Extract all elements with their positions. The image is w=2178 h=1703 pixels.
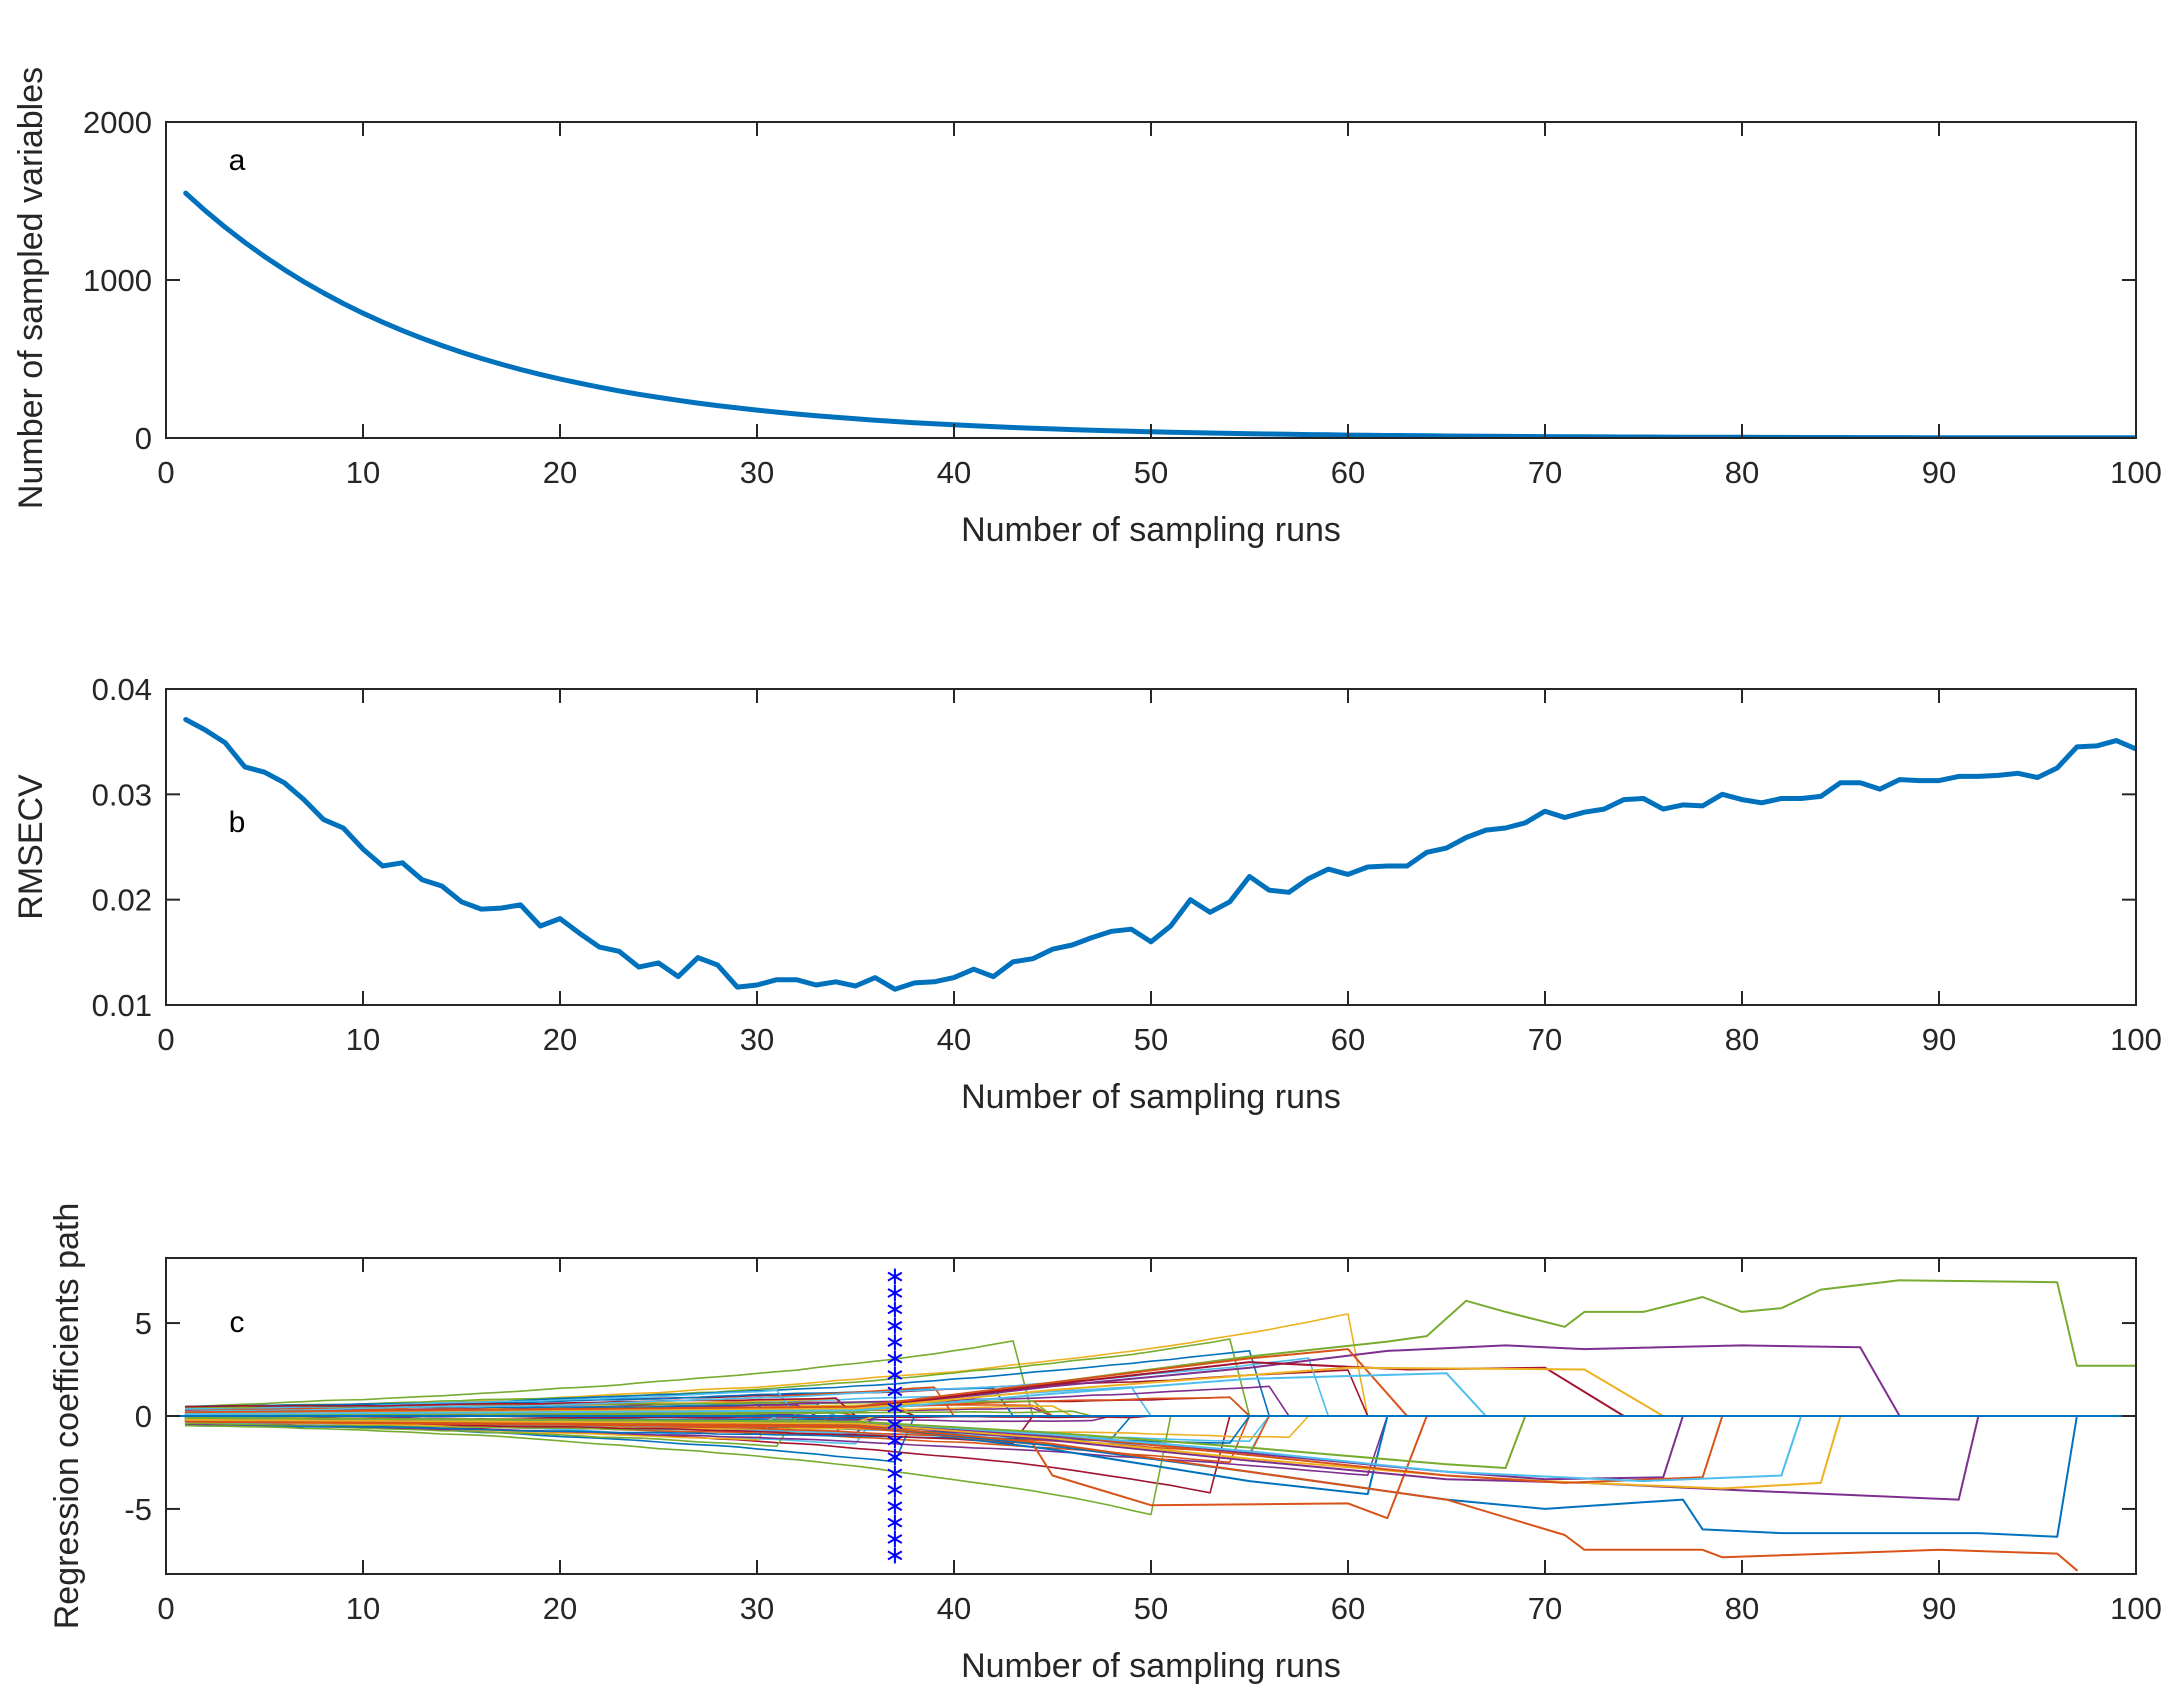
x-tick-label: 60	[1331, 1591, 1365, 1626]
asterisk-marker	[887, 1317, 903, 1334]
series-line-rmsecv	[183, 717, 2136, 992]
y-tick-label: 0	[135, 1399, 152, 1434]
x-tick-label: 80	[1725, 455, 1759, 490]
panel-c: 0 10 20 30 40 50 60 70 80 90 100 -5 0 5 Number of samp…	[48, 1203, 2162, 1685]
asterisk-marker	[887, 1366, 903, 1383]
coef-path-bg-5	[184, 1340, 2136, 1417]
panel-label: b	[229, 806, 246, 839]
coef-path-10	[184, 1420, 2078, 1572]
x-tick-label: 50	[1134, 1022, 1168, 1057]
panel-label: a	[229, 144, 246, 177]
x-tick-label: 60	[1331, 455, 1365, 490]
y-tick-label: 0.02	[92, 883, 152, 918]
asterisk-marker	[887, 1498, 903, 1515]
y-tick-label: -5	[124, 1492, 152, 1527]
y-axis-label: RMSECV	[12, 774, 50, 920]
coef-path-bg-54	[184, 1415, 2136, 1516]
coef-path-bg-3	[184, 1313, 2136, 1417]
x-tick-label: 40	[937, 455, 971, 490]
y-tick-label: 0.04	[92, 672, 152, 707]
x-tick-label: 50	[1134, 1591, 1168, 1626]
x-tick-label: 90	[1922, 455, 1956, 490]
coef-path-bg-47	[184, 1410, 2136, 1417]
coef-path-1	[184, 1279, 2136, 1416]
y-tick-label: 0.03	[92, 777, 152, 812]
x-tick-label: 70	[1528, 455, 1562, 490]
axes-box	[165, 121, 2137, 439]
x-tick-label: 80	[1725, 1022, 1759, 1057]
x-tick-label: 20	[543, 1591, 577, 1626]
asterisk-marker	[887, 1284, 903, 1301]
x-tick-label: 40	[937, 1022, 971, 1057]
x-tick-label: 30	[740, 455, 774, 490]
asterisk-marker	[887, 1531, 903, 1548]
y-tick-label: 0.01	[92, 988, 152, 1023]
asterisk-marker	[887, 1301, 903, 1318]
coef-path-9	[184, 1415, 2136, 1538]
x-tick-label: 90	[1922, 1591, 1956, 1626]
asterisk-marker	[887, 1449, 903, 1466]
asterisk-marker	[887, 1268, 903, 1285]
asterisk-marker	[887, 1514, 903, 1531]
y-tick-label: 2000	[83, 105, 152, 140]
x-tick-label: 40	[937, 1591, 971, 1626]
x-tick-label: 10	[346, 1022, 380, 1057]
x-tick-label: 60	[1331, 1022, 1365, 1057]
asterisk-marker	[887, 1465, 903, 1482]
y-axis-label: Number of sampled variables	[12, 67, 50, 509]
asterisk-marker	[887, 1350, 903, 1367]
asterisk-marker	[887, 1399, 903, 1416]
coef-path-bg-49	[184, 1397, 2136, 1417]
x-tick-label: 100	[2110, 1591, 2162, 1626]
x-tick-label: 10	[346, 1591, 380, 1626]
axes-box	[165, 688, 2137, 1006]
x-axis-label: Number of sampling runs	[961, 511, 1341, 549]
panel-label: c	[230, 1306, 245, 1339]
x-tick-label: 50	[1134, 455, 1168, 490]
y-tick-label: 1000	[83, 263, 152, 298]
x-axis-label: Number of sampling runs	[961, 1647, 1341, 1685]
coef-path-16	[184, 1415, 2136, 1469]
asterisk-marker	[887, 1481, 903, 1498]
asterisk-marker	[887, 1383, 903, 1400]
asterisk-marker	[887, 1334, 903, 1351]
coef-path-8	[184, 1415, 2136, 1520]
x-tick-label: 70	[1528, 1022, 1562, 1057]
plot-area	[183, 717, 2136, 992]
panel-b: 0 10 20 30 40 50 60 70 80 90 100 0.01 0.02 0.03 0.04 Nu…	[12, 672, 2162, 1116]
x-tick-label: 20	[543, 455, 577, 490]
x-axis-label: Number of sampling runs	[961, 1078, 1341, 1116]
asterisk-marker	[887, 1547, 903, 1564]
y-tick-label: 0	[135, 421, 152, 456]
x-tick-label: 0	[157, 455, 174, 490]
x-tick-label: 90	[1922, 1022, 1956, 1057]
coef-path-2	[184, 1344, 2136, 1417]
x-tick-label: 10	[346, 455, 380, 490]
x-tick-label: 100	[2110, 455, 2162, 490]
y-axis-label: Regression coefficients path	[48, 1203, 86, 1630]
plot-area	[166, 1279, 2136, 1572]
x-tick-label: 0	[157, 1591, 174, 1626]
x-tick-label: 70	[1528, 1591, 1562, 1626]
coef-path-5	[184, 1366, 2136, 1417]
x-tick-label: 20	[543, 1022, 577, 1057]
coef-path-bg-41	[184, 1389, 2136, 1417]
x-tick-label: 0	[157, 1022, 174, 1057]
plot-area	[183, 190, 2136, 438]
x-tick-label: 30	[740, 1022, 774, 1057]
x-tick-label: 80	[1725, 1591, 1759, 1626]
x-tick-label: 100	[2110, 1022, 2162, 1057]
asterisk-marker	[887, 1416, 903, 1433]
optimal-run-markers	[887, 1268, 903, 1564]
asterisk-marker	[887, 1432, 903, 1449]
y-tick-label: 5	[135, 1306, 152, 1341]
x-tick-label: 30	[740, 1591, 774, 1626]
series-line-sampled-variables	[183, 190, 2136, 438]
